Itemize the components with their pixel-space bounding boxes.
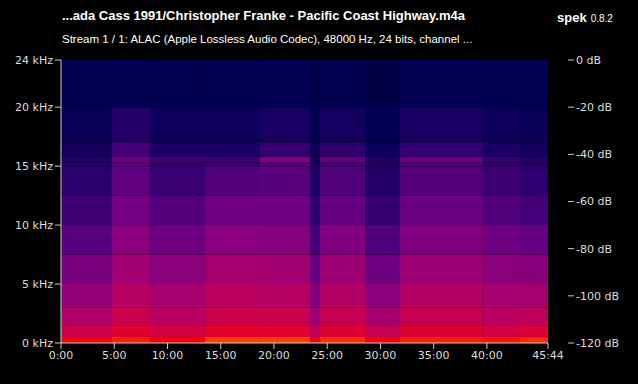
svg-text:35:00: 35:00: [418, 349, 450, 362]
svg-text:45:44: 45:44: [532, 349, 564, 362]
svg-text:-40 dB: -40 dB: [576, 148, 612, 161]
svg-text:5 kHz: 5 kHz: [22, 278, 53, 291]
svg-text:0 kHz: 0 kHz: [22, 337, 53, 350]
svg-text:30:00: 30:00: [365, 349, 397, 362]
html-text:Stream 1 / 1: ALAC (Apple Loss: Stream 1 / 1: ALAC (Apple Lossless Audio…: [62, 33, 473, 45]
svg-text:25:00: 25:00: [311, 349, 343, 362]
svg-text:-60 dB: -60 dB: [576, 195, 612, 208]
html-text:...ada Cass 1991/Christopher F: ...ada Cass 1991/Christopher Franke - Pa…: [62, 8, 465, 23]
svg-text:15:00: 15:00: [205, 349, 237, 362]
html-text:spek 0.8.2: spek 0.8.2: [557, 10, 613, 25]
svg-text:40:00: 40:00: [471, 349, 503, 362]
svg-text:20:00: 20:00: [258, 349, 290, 362]
svg-text:10 kHz: 10 kHz: [15, 219, 53, 232]
svg-text:0 dB: 0 dB: [576, 54, 601, 67]
svg-text:0:00: 0:00: [49, 349, 74, 362]
svg-text:-100 dB: -100 dB: [576, 290, 619, 303]
svg-text:-80 dB: -80 dB: [576, 243, 612, 256]
svg-text:15 kHz: 15 kHz: [15, 160, 53, 173]
svg-text:20 kHz: 20 kHz: [15, 101, 53, 114]
svg-text:-120 dB: -120 dB: [576, 337, 619, 350]
svg-text:24 kHz: 24 kHz: [15, 54, 53, 67]
svg-text:10:00: 10:00: [152, 349, 184, 362]
svg-text:5:00: 5:00: [102, 349, 127, 362]
svg-text:-20 dB: -20 dB: [576, 101, 612, 114]
